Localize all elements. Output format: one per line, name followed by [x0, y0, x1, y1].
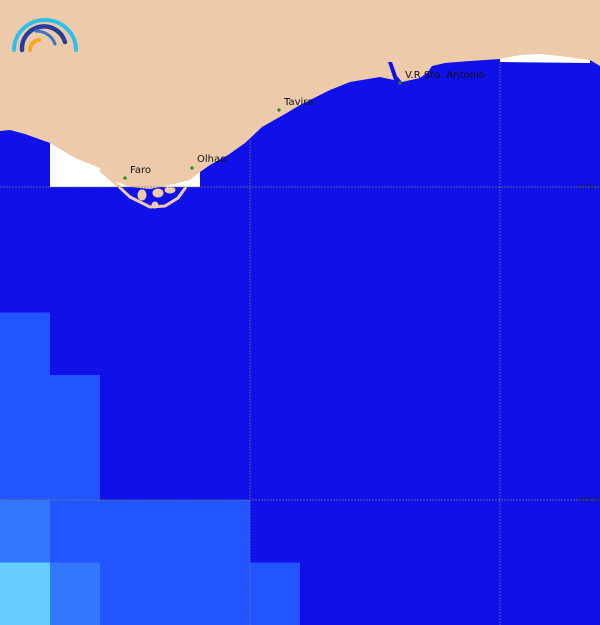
place-label-olhao: Olhao: [197, 154, 226, 165]
place-label-tavira: Tavira: [283, 97, 314, 108]
city-markers: [123, 81, 402, 180]
place-label-vrsa: V.R Sto. Antonio: [405, 70, 485, 81]
cell: [0, 312, 50, 375]
cell: [50, 500, 250, 563]
cell: [100, 562, 300, 625]
land: [0, 0, 600, 189]
place-label-faro: Faro: [130, 165, 151, 176]
data-cells: [0, 312, 300, 625]
cell: [0, 562, 50, 625]
city-marker-olhao: [190, 166, 194, 170]
cell: [0, 500, 50, 563]
barrier-islands: [99, 168, 188, 209]
city-marker-tavira: [277, 108, 281, 112]
grid-label-lat: 37°N: [579, 184, 594, 191]
city-marker-vrsa: [398, 81, 402, 85]
city-marker-faro: [123, 176, 127, 180]
cell: [50, 562, 100, 625]
wave-arcs-logo-icon: [12, 18, 78, 53]
grid-label-lat: 36.5°N: [578, 497, 599, 504]
cell: [0, 375, 100, 500]
grid: [0, 60, 600, 625]
